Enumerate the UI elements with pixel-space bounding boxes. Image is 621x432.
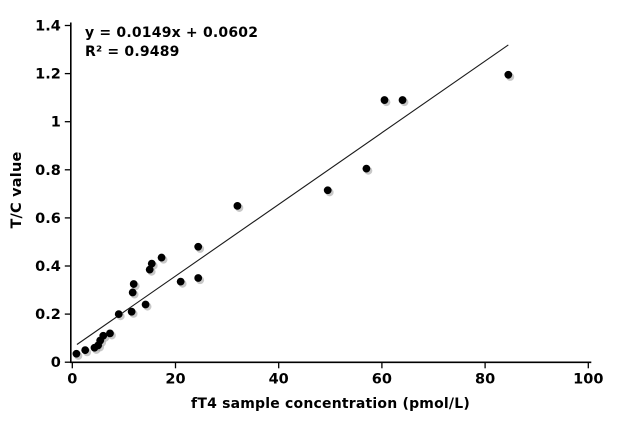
x-tick-label: 100 (573, 371, 603, 387)
data-point (323, 186, 332, 195)
data-point (81, 346, 90, 355)
x-tick-label: 20 (165, 371, 185, 387)
equation-text: y = 0.0149x + 0.0602 (85, 25, 259, 41)
x-tick-label: 80 (475, 371, 495, 387)
data-point (194, 274, 203, 282)
data-point (114, 310, 123, 318)
data-point (504, 70, 513, 79)
data-point (176, 277, 185, 286)
y-tick-label: 1 (51, 115, 61, 131)
data-point (362, 164, 371, 173)
y-axis-title: T/C value (9, 151, 25, 229)
x-tick-label: 60 (372, 371, 392, 387)
x-tick-label: 0 (67, 371, 77, 387)
data-point (129, 280, 138, 288)
data-point (99, 331, 108, 340)
y-tick-label: 0.4 (35, 259, 61, 275)
y-tick-label: 1.4 (35, 19, 61, 35)
y-tick-label: 1.2 (35, 67, 61, 83)
data-point (145, 265, 154, 274)
data-point (127, 307, 136, 316)
y-tick-label: 0.8 (35, 163, 61, 179)
data-point (147, 259, 156, 268)
trend-line (76, 44, 509, 345)
x-tick-label: 40 (269, 371, 289, 387)
trendline-annotation: y = 0.0149x + 0.0602 R² = 0.9489 (85, 24, 258, 61)
x-axis-title: fT4 sample concentration (pmol/L) (191, 396, 470, 412)
data-point (194, 242, 203, 251)
y-tick-label: 0.2 (35, 307, 61, 323)
data-point (72, 349, 81, 358)
data-point (157, 253, 166, 262)
data-point (106, 329, 114, 338)
y-tick-label: 0.6 (35, 211, 61, 227)
y-tick-label: 0 (51, 355, 61, 371)
data-point (233, 201, 242, 210)
data-point (141, 300, 150, 309)
data-point (398, 96, 407, 104)
data-point (380, 96, 389, 104)
r-squared-text: R² = 0.9489 (85, 43, 180, 60)
data-point (128, 288, 137, 297)
